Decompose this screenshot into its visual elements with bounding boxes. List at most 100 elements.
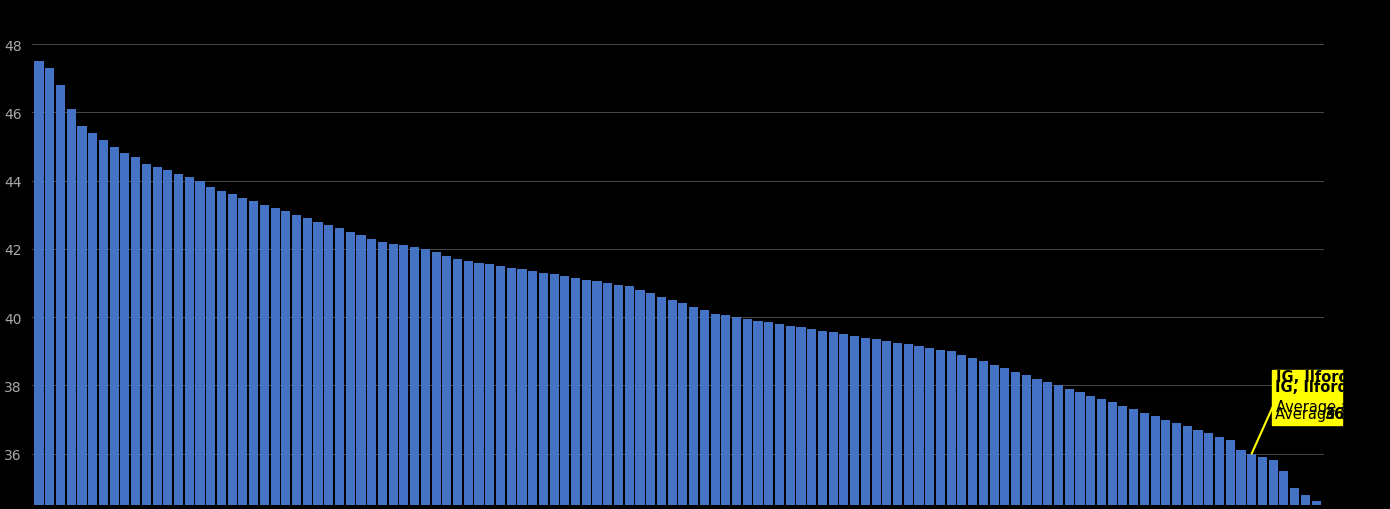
Bar [796, 328, 806, 505]
Bar [474, 263, 484, 505]
Bar [1272, 371, 1341, 425]
Bar [378, 243, 386, 505]
Bar [78, 127, 86, 505]
Bar [314, 222, 322, 505]
Bar [1172, 423, 1182, 505]
Bar [421, 249, 430, 505]
Bar [442, 256, 452, 505]
Bar [464, 261, 473, 505]
Bar [678, 304, 688, 505]
Bar [967, 358, 977, 505]
Bar [785, 326, 795, 505]
Bar [689, 307, 698, 505]
Bar [249, 202, 259, 505]
Bar [657, 297, 666, 505]
Bar [496, 266, 505, 505]
Bar [88, 133, 97, 505]
Bar [389, 244, 398, 505]
Bar [1151, 416, 1159, 505]
Bar [614, 285, 623, 505]
Bar [883, 342, 891, 505]
Bar [228, 195, 236, 505]
Bar [517, 270, 527, 505]
Bar [872, 340, 881, 505]
Bar [582, 280, 591, 505]
Bar [990, 365, 998, 505]
Bar [1119, 406, 1127, 505]
Bar [1086, 396, 1095, 505]
Bar [335, 229, 345, 505]
Bar [1044, 382, 1052, 505]
Bar [742, 319, 752, 505]
Bar [528, 271, 537, 505]
Bar [367, 239, 377, 505]
Bar [1022, 376, 1031, 505]
Bar [1226, 440, 1234, 505]
Bar [217, 191, 227, 505]
Bar [1065, 389, 1074, 505]
Bar [1290, 488, 1300, 505]
Bar [1076, 392, 1084, 505]
Bar [840, 334, 848, 505]
Bar [271, 209, 279, 505]
Bar [1247, 454, 1257, 505]
Bar [56, 86, 65, 505]
Bar [935, 350, 945, 505]
Bar [303, 219, 311, 505]
Bar [410, 248, 420, 505]
Text: IG, Ilford: IG, Ilford [1275, 379, 1348, 394]
Bar [958, 355, 966, 505]
Bar [1129, 409, 1138, 505]
Bar [260, 205, 268, 505]
Bar [571, 278, 580, 505]
Bar [828, 333, 838, 505]
Bar [1269, 461, 1277, 505]
Bar [292, 215, 302, 505]
Bar [753, 321, 763, 505]
Bar [67, 110, 76, 505]
Bar [206, 188, 215, 505]
Bar [721, 316, 730, 505]
Bar [281, 212, 291, 505]
Bar [399, 246, 409, 505]
Text: Average age:: Average age: [1276, 400, 1377, 415]
Bar [1183, 427, 1191, 505]
Bar [1215, 437, 1225, 505]
Bar [1054, 386, 1063, 505]
Bar [131, 157, 140, 505]
Bar [142, 164, 152, 505]
Bar [46, 69, 54, 505]
Bar [1140, 413, 1150, 505]
Text: IG, Ilford: IG, Ilford [1276, 369, 1350, 384]
Bar [765, 323, 773, 505]
Bar [904, 345, 913, 505]
Bar [1011, 372, 1020, 505]
Bar [196, 181, 204, 505]
Bar [667, 300, 677, 505]
Bar [817, 331, 827, 505]
Bar [710, 314, 720, 505]
Bar [733, 318, 741, 505]
Bar [485, 265, 495, 505]
Bar [431, 253, 441, 505]
Bar [35, 62, 43, 505]
Bar [1301, 495, 1309, 505]
Bar [549, 275, 559, 505]
Bar [1001, 369, 1009, 505]
Bar [1033, 379, 1041, 505]
Bar [560, 276, 570, 505]
Bar [646, 294, 655, 505]
Bar [947, 352, 956, 505]
Bar [926, 348, 934, 505]
Bar [1161, 420, 1170, 505]
Bar [860, 338, 870, 505]
Bar [346, 233, 354, 505]
Bar [238, 199, 247, 505]
Bar [453, 260, 461, 505]
Bar [539, 273, 548, 505]
Bar [174, 175, 183, 505]
Bar [1194, 430, 1202, 505]
Bar [121, 154, 129, 505]
Bar [99, 140, 108, 505]
Bar [808, 329, 816, 505]
